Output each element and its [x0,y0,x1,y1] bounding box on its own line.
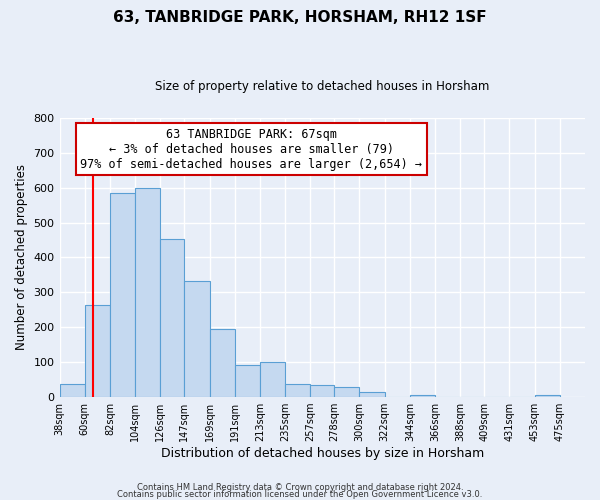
Bar [85,304,110,397]
Bar [310,385,334,397]
Bar [235,364,260,397]
Bar [359,392,385,397]
Bar [135,188,160,397]
Bar [260,362,285,397]
Bar [160,239,184,397]
Bar [209,329,235,397]
Y-axis label: Number of detached properties: Number of detached properties [15,164,28,350]
Text: 63 TANBRIDGE PARK: 67sqm
← 3% of detached houses are smaller (79)
97% of semi-de: 63 TANBRIDGE PARK: 67sqm ← 3% of detache… [80,128,422,170]
Bar [59,384,85,397]
Bar [410,396,435,397]
Bar [184,281,209,397]
Text: Contains HM Land Registry data © Crown copyright and database right 2024.: Contains HM Land Registry data © Crown c… [137,484,463,492]
Bar [285,384,310,397]
Text: 63, TANBRIDGE PARK, HORSHAM, RH12 1SF: 63, TANBRIDGE PARK, HORSHAM, RH12 1SF [113,10,487,25]
Bar [334,386,359,397]
Text: Contains public sector information licensed under the Open Government Licence v3: Contains public sector information licen… [118,490,482,499]
Bar [110,193,135,397]
Bar [535,396,560,397]
Title: Size of property relative to detached houses in Horsham: Size of property relative to detached ho… [155,80,490,93]
X-axis label: Distribution of detached houses by size in Horsham: Distribution of detached houses by size … [161,447,484,460]
